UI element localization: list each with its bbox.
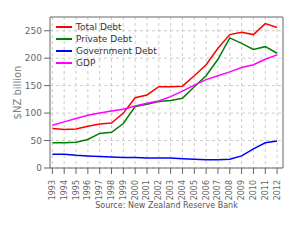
svg-text:2005: 2005 [190,180,199,200]
svg-text:1995: 1995 [72,180,81,200]
svg-text:1994: 1994 [60,180,69,200]
svg-text:2010: 2010 [249,180,258,200]
svg-text:100: 100 [25,108,42,118]
svg-text:2004: 2004 [178,180,187,200]
svg-text:1996: 1996 [83,180,92,200]
html-text:Private Debt: Private Debt [76,34,132,44]
svg-text:1997: 1997 [95,180,104,200]
svg-text:150: 150 [25,81,42,91]
svg-text:2000: 2000 [131,180,140,200]
svg-text:250: 250 [25,26,42,36]
svg-text:2008: 2008 [225,180,234,200]
svg-text:200: 200 [25,53,42,63]
html-text:GDP: GDP [76,58,96,68]
svg-text:2009: 2009 [237,180,246,200]
svg-text:50: 50 [31,136,43,146]
svg-text:2001: 2001 [142,180,151,200]
svg-text:$NZ billion: $NZ billion [12,66,23,120]
svg-text:1999: 1999 [119,180,128,200]
html-text:Government Debt: Government Debt [76,46,157,56]
svg-text:2007: 2007 [213,180,222,200]
svg-text:0: 0 [36,163,42,173]
svg-text:1998: 1998 [107,180,116,200]
svg-text:2003: 2003 [166,180,175,200]
html-text:Source: New Zealand Reserve Ba: Source: New Zealand Reserve Bank [95,201,238,210]
svg-text:2011: 2011 [261,180,270,200]
html-text:Total Debt: Total Debt [76,22,122,32]
svg-text:2006: 2006 [202,180,211,200]
svg-text:2012: 2012 [273,180,282,200]
svg-text:2002: 2002 [154,180,163,200]
svg-text:1993: 1993 [48,180,57,200]
